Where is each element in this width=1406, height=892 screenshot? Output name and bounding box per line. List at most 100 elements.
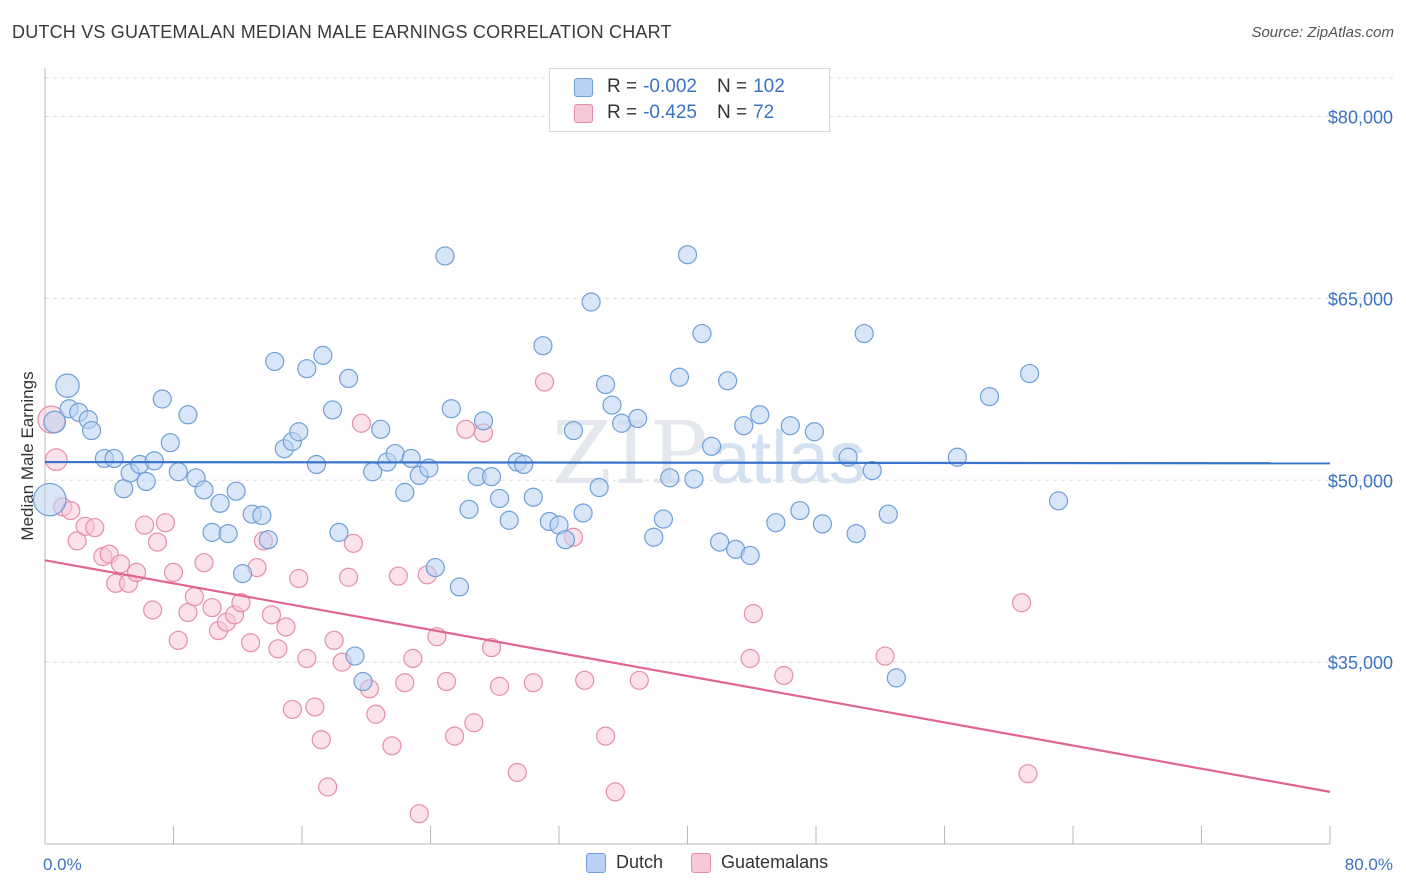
dutch-point (701, 436, 722, 456)
guatemalans-point (338, 567, 359, 587)
dutch-point (595, 374, 616, 395)
dutch-point (750, 405, 770, 425)
guatemalans-point (388, 566, 408, 586)
guatemalans-point (305, 697, 325, 717)
guatemalans-point (1011, 593, 1032, 613)
dutch-point (589, 477, 609, 498)
dutch-point (581, 292, 601, 312)
guatemalans-point (134, 515, 155, 535)
series-legend: Dutch Guatemalans (586, 852, 856, 873)
y-tick-label: $35,000 (1328, 653, 1393, 673)
guatemalans-point (231, 593, 251, 613)
guatemalans-point (168, 630, 188, 650)
guatemalans-point (289, 568, 309, 589)
guatemalans-point (605, 782, 625, 802)
dutch-point (612, 413, 632, 433)
dutch-point (194, 480, 214, 500)
dutch-point (838, 447, 858, 467)
dutch-point (435, 246, 455, 266)
guatemalans-point (595, 726, 616, 746)
dutch-point (514, 454, 534, 475)
dutch-swatch (574, 77, 593, 97)
dutch-point (329, 522, 349, 542)
dutch-point (523, 487, 543, 507)
guatemalans-point (194, 553, 214, 573)
dutch-point (297, 359, 317, 379)
trend-lines (44, 460, 1331, 793)
guatemalans-point (163, 562, 184, 583)
guatemalans-r-value: -0.425 (643, 102, 697, 123)
y-tick-label: $50,000 (1328, 471, 1393, 491)
dutch-point (740, 545, 760, 566)
guatemalans-point (774, 665, 794, 686)
guatemalans-point (276, 617, 296, 637)
dutch-r-label: R = (607, 76, 638, 97)
dutch-point (653, 509, 674, 529)
dutch-point (202, 522, 222, 542)
guatemalans-trend-line (44, 559, 1331, 793)
dutch-point (371, 419, 391, 439)
dutch-point (812, 514, 833, 534)
guatemalans-point (297, 648, 317, 669)
guatemalans-point (155, 513, 176, 533)
guatemalans-r-label: R = (607, 102, 638, 123)
legend-row-dutch: R = -0.002 N = 102 (574, 75, 785, 99)
dutch-point (210, 493, 230, 513)
dutch-point (710, 532, 730, 552)
dutch-point (692, 323, 712, 344)
dutch-point (178, 405, 198, 425)
dutch-point (289, 422, 309, 442)
dutch-point (168, 462, 188, 482)
dutch-point (395, 482, 415, 502)
y-tick-label: $65,000 (1328, 289, 1393, 309)
guatemalans-point (318, 777, 338, 797)
guatemalans-legend-label: Guatemalans (721, 852, 829, 872)
guatemalans-point (575, 670, 595, 690)
dutch-point (218, 523, 238, 544)
guatemalans-point (456, 419, 476, 439)
dutch-point (345, 646, 365, 666)
guatemalans-n-value: 72 (753, 102, 775, 123)
guatemalans-point (311, 730, 331, 750)
dutch-point (459, 499, 479, 519)
guatemalans-point (241, 633, 261, 653)
guatemalans-point (324, 630, 344, 650)
guatemalans-point (436, 671, 457, 692)
dutch-point (878, 504, 898, 524)
guatemalans-point (740, 648, 760, 669)
guatemalans-point (403, 648, 423, 669)
dutch-legend-swatch (586, 852, 606, 873)
guatemalans-point (409, 804, 429, 824)
dutch-point (555, 530, 576, 550)
guatemalans-point (143, 600, 163, 620)
guatemalans-point (507, 762, 527, 783)
guatemalans-point (489, 676, 510, 696)
dutch-point (499, 510, 519, 530)
dutch-point (33, 482, 67, 517)
dutch-point (258, 530, 278, 550)
dutch-point (55, 373, 80, 398)
dutch-point (232, 564, 253, 584)
dutch-point (854, 323, 874, 344)
dutch-point (533, 336, 553, 356)
dutch-point (563, 420, 584, 441)
axes (44, 68, 1331, 845)
dutch-point (353, 671, 373, 692)
legend-item-dutch: Dutch (586, 852, 663, 873)
guatemalans-point (395, 673, 415, 693)
guatemalans-point (464, 713, 484, 733)
y-tick-label: $80,000 (1328, 108, 1393, 128)
chart-title: DUTCH VS GUATEMALAN MEDIAN MALE EARNINGS… (12, 22, 672, 42)
guatemalans-point (67, 531, 87, 551)
dutch-point (804, 422, 824, 442)
dutch-point (104, 448, 124, 469)
guatemalans-point (382, 736, 402, 756)
dutch-point (734, 416, 754, 436)
y-axis-title: Median Male Earnings (18, 371, 37, 540)
guatemalans-point (44, 448, 68, 472)
dutch-point (313, 345, 333, 365)
guatemalans-point (351, 413, 372, 433)
tick-labels: $35,000 $50,000 $65,000 $80,000 0.0% 80.0% Med… (18, 108, 1393, 875)
dutch-point (338, 368, 359, 388)
